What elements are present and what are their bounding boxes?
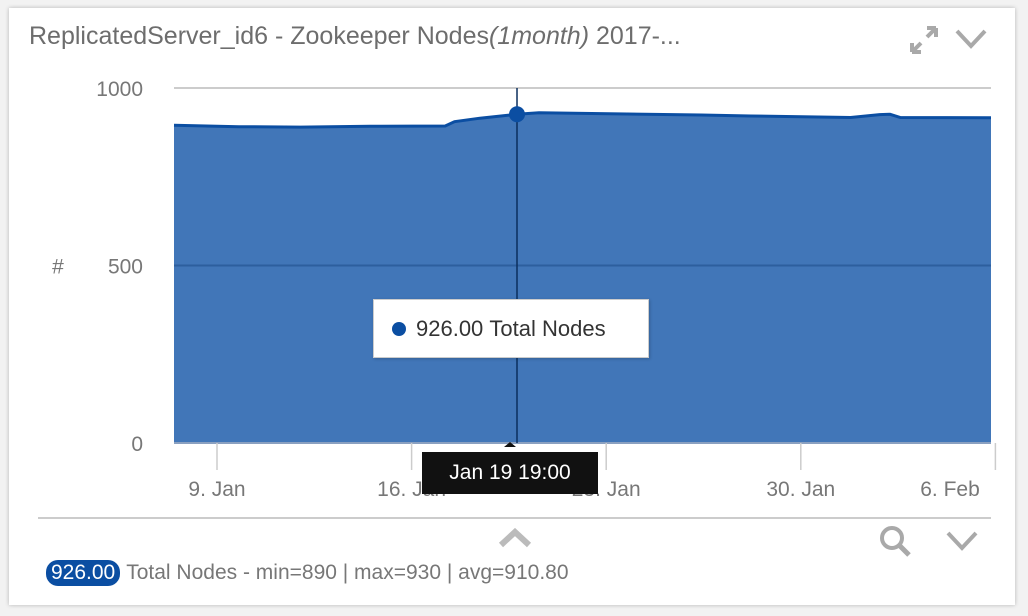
x-tick-label: 9. Jan bbox=[188, 478, 245, 501]
value-badge: 926.00 bbox=[46, 560, 121, 586]
y-axis-label: # bbox=[52, 256, 64, 279]
legend-item[interactable]: 926.00 Total Nodes - min=890 | max=930 | … bbox=[46, 560, 569, 586]
series-area bbox=[174, 112, 991, 444]
crosshair-date-label: Jan 19 19:00 bbox=[422, 442, 598, 494]
y-tick-label: 1000 bbox=[96, 78, 143, 101]
legend-text: Total Nodes - min=890 | max=930 | avg=91… bbox=[126, 561, 569, 584]
x-tick-label: 6. Feb bbox=[920, 478, 980, 501]
magnifier-icon[interactable] bbox=[878, 524, 914, 563]
series-dot bbox=[392, 321, 406, 336]
hover-tooltip: 926.00 Total Nodes bbox=[373, 299, 649, 358]
y-tick-label: 500 bbox=[108, 256, 143, 279]
widget-title: ReplicatedServer_id6 - Zookeeper Nodes(1… bbox=[29, 22, 681, 50]
chevron-down-icon[interactable] bbox=[954, 28, 988, 55]
series-line bbox=[173, 111, 992, 129]
x-tick-label: 30. Jan bbox=[766, 478, 835, 501]
chevron-up-icon[interactable] bbox=[498, 527, 532, 553]
hover-point bbox=[509, 106, 526, 123]
legend-chevron-down-icon[interactable] bbox=[945, 530, 979, 557]
y-tick-label: 0 bbox=[131, 433, 143, 456]
expand-arrows-icon[interactable] bbox=[908, 24, 940, 61]
divider bbox=[38, 517, 991, 519]
